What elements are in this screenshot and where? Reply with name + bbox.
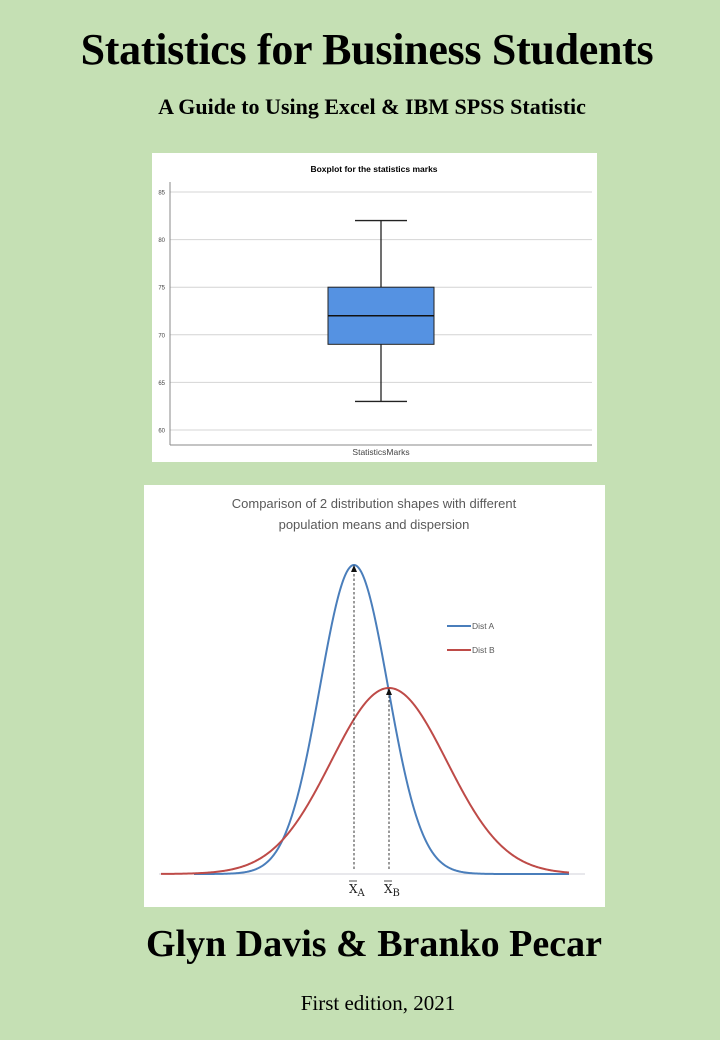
svg-text:Dist A: Dist A [472,621,495,631]
distribution-mean-markers: XA XB [349,565,400,899]
y-tick-label: 60 [158,429,165,435]
y-tick-label: 85 [158,191,165,197]
boxplot-y-ticks: 60 65 70 75 80 85 [158,191,165,435]
book-edition: First edition, 2021 [300,991,456,1015]
y-tick-label: 70 [158,333,165,339]
boxplot-svg: Boxplot for the statistics marks 60 65 70 7… [158,164,592,457]
distribution-title-line2: population means and dispersion [279,517,470,532]
book-subtitle: A Guide to Using Excel & IBM SPSS Statis… [158,94,586,119]
dist-a-curve [193,563,569,875]
book-authors: Glyn Davis & Branko Pecar [146,923,602,965]
y-tick-label: 80 [158,238,165,244]
y-tick-label: 75 [158,286,165,292]
distribution-chart: Comparison of 2 distribution shapes with… [144,485,605,907]
boxplot-title: Boxplot for the statistics marks [310,164,437,174]
book-title: Statistics for Business Students [80,25,654,74]
arrow-head-icon [386,688,392,695]
distribution-curves [161,563,570,875]
boxplot-x-label: StatisticsMarks [352,447,409,457]
svg-text:Dist B: Dist B [472,645,495,655]
arrow-head-icon [351,565,357,572]
boxplot-box [327,219,435,403]
mean-label: XB [384,882,400,899]
mean-label: XA [349,882,366,899]
y-tick-label: 65 [158,381,165,387]
boxplot-chart: Boxplot for the statistics marks 60 65 70 7… [152,153,597,462]
distribution-svg: Comparison of 2 distribution shapes with… [159,496,585,899]
legend-item-dist-b: Dist B [447,645,495,655]
distribution-legend: Dist A Dist B [447,621,495,655]
distribution-title-line1: Comparison of 2 distribution shapes with… [232,496,517,511]
dist-b-curve [161,686,570,875]
legend-item-dist-a: Dist A [447,621,495,631]
